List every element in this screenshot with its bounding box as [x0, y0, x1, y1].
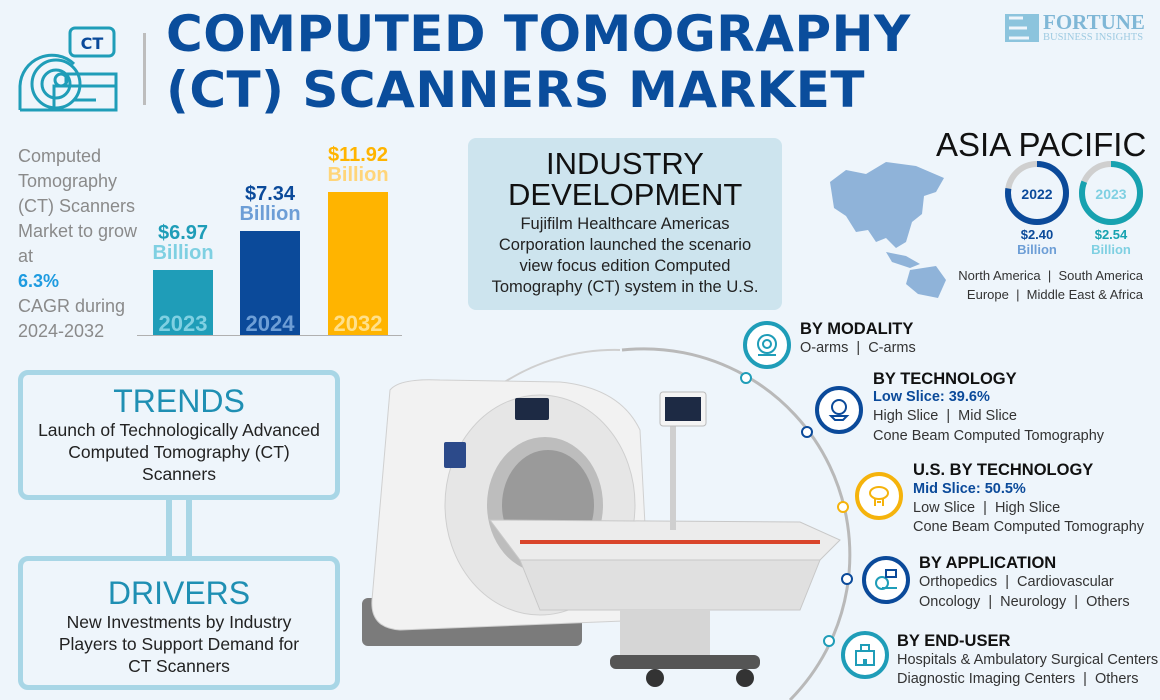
bar-year: 2032	[333, 311, 383, 336]
donut-value: $2.40	[1020, 227, 1054, 242]
ct-scanner-icon	[815, 386, 863, 434]
ct-scanner-logo-icon: CT	[16, 26, 120, 119]
donut-unit: Billion	[1017, 242, 1057, 257]
region-title: ASIA PACIFIC	[936, 126, 1147, 163]
bar-value: $7.34	[244, 183, 296, 205]
segment-items: Cone Beam Computed Tomography	[873, 428, 1105, 444]
industry-development-box: INDUSTRY DEVELOPMENT Fujifilm Healthcare…	[468, 138, 782, 310]
segment-title: BY MODALITY	[800, 320, 914, 338]
segment-items: Low Slice | High Slice	[913, 500, 1061, 516]
segment-highlight: Mid Slice: 50.5%	[913, 481, 1026, 497]
segment-items: Oncology | Neurology | Others	[919, 594, 1130, 610]
asia-pacific-map-icon	[830, 162, 946, 298]
fortune-business-insights-logo: FORTUNE BUSINESS INSIGHTS	[1005, 12, 1145, 44]
cagr-statement: Computed Tomography (CT) Scanners Market…	[18, 144, 148, 344]
segment-items: Hospitals & Ambulatory Surgical Centers	[897, 652, 1159, 668]
logo-sub: BUSINESS INSIGHTS	[1043, 32, 1144, 43]
regions-line-1: North America | South America	[958, 268, 1143, 283]
bar-year: 2023	[158, 311, 208, 336]
cagr-text: Computed Tomography (CT) Scanners Market…	[18, 146, 138, 266]
bar-value: $6.97	[157, 222, 209, 244]
donut-2023	[1079, 161, 1143, 225]
donut-year: 2023	[1095, 186, 1126, 202]
title-line-1: COMPUTED TOMOGRAPHY	[166, 5, 911, 63]
segment-items: Diagnostic Imaging Centers | Others	[897, 671, 1139, 687]
trends-text: Launch of Technologically Advanced Compu…	[38, 420, 320, 484]
trends-box: TRENDS Launch of Technologically Advance…	[18, 370, 340, 500]
segment-title: BY TECHNOLOGY	[873, 370, 1017, 388]
donut-2022	[1005, 161, 1069, 225]
segment-items: O-arms | C-arms	[800, 340, 916, 356]
ct-gantry-icon	[743, 321, 791, 369]
bar-unit: Billion	[327, 164, 389, 186]
segment-items: Cone Beam Computed Tomography	[913, 519, 1145, 535]
segment-highlight: Low Slice: 39.6%	[873, 389, 990, 405]
segment-items: Orthopedics | Cardiovascular	[919, 574, 1114, 590]
ct-scanner-icon	[855, 472, 903, 520]
bar-unit: Billion	[239, 203, 301, 225]
bar-2032: 2032	[328, 192, 388, 336]
regions-line-2: Europe | Middle East & Africa	[966, 287, 1143, 302]
connector-line	[166, 495, 172, 561]
donut-unit: Billion	[1091, 242, 1131, 257]
cagr-period: CAGR during 2024-2032	[18, 296, 126, 341]
logo-name: FORTUNE	[1043, 10, 1145, 34]
title-line-2: (CT) SCANNERS MARKET	[166, 61, 866, 119]
industry-text: Fujifilm Healthcare Americas Corporation…	[491, 215, 759, 296]
hospital-icon	[841, 631, 889, 679]
bar-unit: Billion	[152, 242, 214, 264]
other-regions: North America | South America Europe | M…	[940, 266, 1143, 304]
bar-2023: 2023	[153, 270, 213, 336]
cagr-rate: 6.3%	[18, 271, 60, 291]
drivers-text: New Investments by Industry Players to S…	[58, 612, 300, 676]
page-title: COMPUTED TOMOGRAPHY (CT) SCANNERS MARKET	[166, 6, 911, 118]
connector-line	[186, 495, 192, 561]
svg-text:CT: CT	[81, 34, 104, 53]
donut-year: 2022	[1021, 186, 1052, 202]
bar-2024: 2024	[240, 231, 300, 336]
fbi-logo-icon	[1005, 14, 1039, 42]
segment-title: U.S. BY TECHNOLOGY	[913, 461, 1094, 479]
ct-monitor-icon	[862, 556, 910, 604]
region-donuts: 2022 2023	[1005, 161, 1143, 225]
bar-year: 2024	[245, 311, 295, 336]
segment-title: BY END-USER	[897, 632, 1011, 650]
header-divider	[143, 33, 146, 105]
drivers-title: DRIVERS	[107, 575, 251, 611]
bar-baseline	[137, 335, 402, 336]
bar-value: $11.92	[327, 144, 389, 166]
segment-items: High Slice | Mid Slice	[873, 408, 1017, 424]
drivers-box: DRIVERS New Investments by Industry Play…	[18, 556, 340, 690]
industry-title: INDUSTRY DEVELOPMENT	[508, 146, 743, 212]
trends-title: TRENDS	[113, 383, 245, 419]
segment-title: BY APPLICATION	[919, 554, 1057, 572]
donut-value: $2.54	[1094, 227, 1128, 242]
